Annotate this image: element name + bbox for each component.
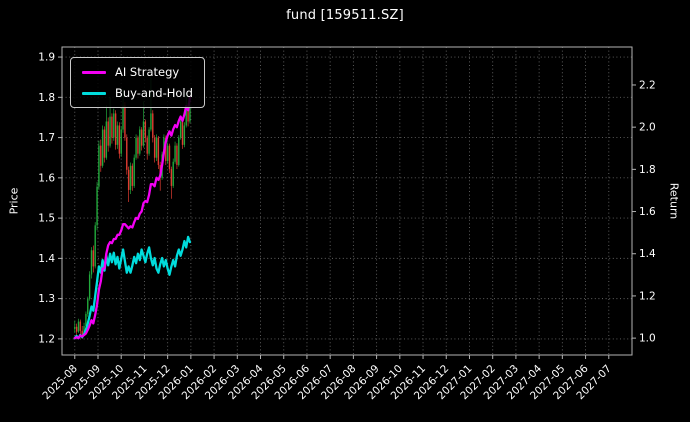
chart-title: fund [159511.SZ]: [286, 8, 404, 23]
svg-text:2.2: 2.2: [639, 79, 656, 91]
svg-text:1.4: 1.4: [639, 248, 656, 260]
return-axis-label: Return: [667, 182, 681, 220]
svg-text:1.6: 1.6: [38, 172, 55, 184]
legend: AI Strategy Buy-and-Hold: [70, 57, 205, 108]
svg-text:1.2: 1.2: [639, 290, 656, 302]
svg-text:1.5: 1.5: [38, 213, 55, 225]
svg-text:1.8: 1.8: [38, 92, 55, 104]
svg-text:1.0: 1.0: [639, 333, 656, 345]
legend-item-ai-strategy: AI Strategy: [82, 65, 193, 79]
svg-text:1.6: 1.6: [639, 206, 656, 218]
price-axis-label: Price: [7, 187, 21, 215]
svg-text:2.0: 2.0: [639, 122, 656, 134]
svg-text:1.4: 1.4: [38, 253, 55, 265]
legend-swatch: [82, 70, 106, 74]
legend-label-buy-and-hold: Buy-and-Hold: [115, 86, 193, 100]
legend-item-buy-and-hold: Buy-and-Hold: [82, 86, 193, 100]
svg-text:1.7: 1.7: [38, 132, 55, 144]
svg-text:1.9: 1.9: [38, 52, 55, 64]
svg-text:1.8: 1.8: [639, 164, 656, 176]
legend-swatch: [82, 91, 106, 95]
svg-text:1.3: 1.3: [38, 293, 55, 305]
svg-text:1.2: 1.2: [38, 333, 55, 345]
legend-label-ai-strategy: AI Strategy: [115, 65, 180, 79]
